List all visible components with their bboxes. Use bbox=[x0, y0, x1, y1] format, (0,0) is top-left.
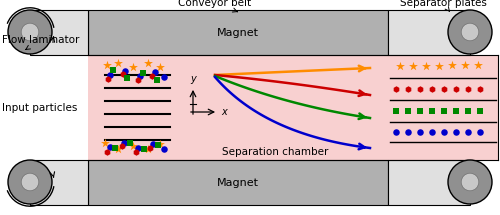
Point bbox=[416, 130, 424, 134]
Point bbox=[416, 87, 424, 91]
Text: Magnet: Magnet bbox=[217, 178, 259, 187]
Point bbox=[109, 68, 117, 72]
Point bbox=[464, 87, 472, 91]
Point bbox=[104, 77, 112, 81]
Point bbox=[129, 65, 137, 69]
FancyBboxPatch shape bbox=[88, 55, 388, 160]
Point bbox=[148, 74, 156, 78]
Point bbox=[396, 64, 404, 68]
Circle shape bbox=[8, 10, 52, 54]
Circle shape bbox=[461, 23, 479, 41]
Circle shape bbox=[448, 10, 492, 54]
Point bbox=[464, 130, 472, 134]
Point bbox=[416, 109, 424, 113]
Point bbox=[452, 87, 460, 91]
Circle shape bbox=[8, 160, 52, 204]
Point bbox=[440, 109, 448, 113]
Point bbox=[440, 130, 448, 134]
Point bbox=[153, 78, 161, 82]
Text: Separation chamber: Separation chamber bbox=[222, 147, 328, 157]
Point bbox=[156, 65, 164, 69]
Point bbox=[134, 78, 142, 82]
Text: Flow laminator: Flow laminator bbox=[2, 35, 80, 49]
FancyBboxPatch shape bbox=[388, 55, 498, 160]
Point bbox=[476, 109, 484, 113]
FancyBboxPatch shape bbox=[88, 10, 388, 55]
FancyBboxPatch shape bbox=[388, 10, 470, 55]
Point bbox=[476, 130, 484, 134]
Point bbox=[422, 64, 430, 68]
Point bbox=[103, 63, 111, 67]
FancyBboxPatch shape bbox=[30, 160, 88, 205]
Point bbox=[428, 130, 436, 134]
Text: Magnet: Magnet bbox=[217, 28, 259, 37]
Point bbox=[103, 150, 111, 154]
Point bbox=[114, 147, 122, 151]
Point bbox=[428, 87, 436, 91]
Point bbox=[151, 70, 159, 74]
Point bbox=[448, 63, 456, 67]
Point bbox=[160, 147, 168, 151]
Point bbox=[106, 73, 114, 77]
Circle shape bbox=[461, 173, 479, 191]
FancyBboxPatch shape bbox=[388, 160, 470, 205]
Point bbox=[474, 63, 482, 67]
Point bbox=[119, 72, 127, 76]
Point bbox=[440, 87, 448, 91]
Point bbox=[121, 69, 129, 73]
FancyBboxPatch shape bbox=[88, 160, 388, 205]
Point bbox=[409, 64, 417, 68]
Point bbox=[404, 87, 412, 91]
Point bbox=[452, 109, 460, 113]
Point bbox=[106, 145, 114, 149]
Point bbox=[392, 87, 400, 91]
Point bbox=[156, 142, 164, 146]
Point bbox=[154, 143, 162, 147]
Text: y: y bbox=[190, 74, 196, 84]
Point bbox=[160, 75, 168, 79]
Point bbox=[404, 130, 412, 134]
Point bbox=[136, 74, 144, 78]
Point bbox=[120, 141, 128, 145]
Text: Separator plates: Separator plates bbox=[400, 0, 486, 11]
Point bbox=[392, 130, 400, 134]
Point bbox=[428, 109, 436, 113]
FancyBboxPatch shape bbox=[30, 10, 88, 55]
Point bbox=[452, 130, 460, 134]
Point bbox=[476, 87, 484, 91]
Point bbox=[134, 146, 142, 150]
Point bbox=[146, 146, 154, 150]
Point bbox=[129, 144, 137, 148]
Point bbox=[101, 141, 109, 145]
Circle shape bbox=[21, 173, 39, 191]
Text: x: x bbox=[221, 107, 227, 117]
Circle shape bbox=[21, 23, 39, 41]
Point bbox=[144, 147, 152, 151]
Text: Conveyor belt: Conveyor belt bbox=[178, 0, 252, 12]
Point bbox=[144, 61, 152, 65]
Text: Input particles: Input particles bbox=[2, 103, 78, 113]
Point bbox=[404, 109, 412, 113]
Point bbox=[461, 63, 469, 67]
Circle shape bbox=[448, 160, 492, 204]
Point bbox=[132, 150, 140, 154]
Point bbox=[123, 76, 131, 80]
Point bbox=[139, 71, 147, 75]
Point bbox=[114, 61, 122, 65]
Point bbox=[464, 109, 472, 113]
Point bbox=[118, 144, 126, 148]
Point bbox=[111, 146, 119, 150]
Point bbox=[126, 141, 134, 145]
Point bbox=[435, 64, 443, 68]
Point bbox=[149, 142, 157, 146]
Point bbox=[392, 109, 400, 113]
Point bbox=[140, 147, 148, 151]
